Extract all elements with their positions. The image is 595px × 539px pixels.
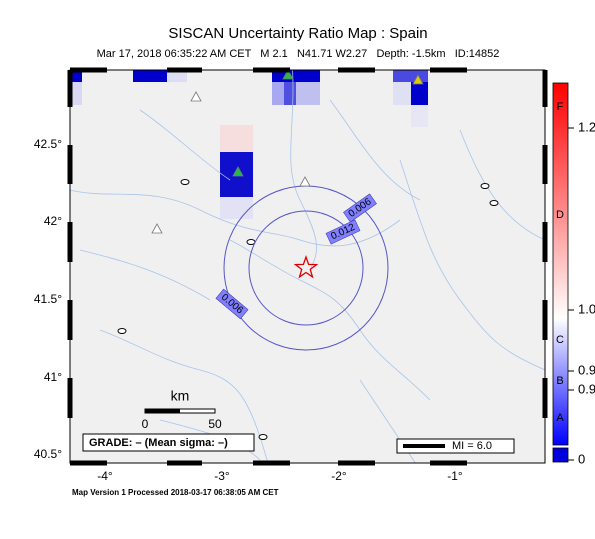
footer: Map Version 1 Processed 2018-03-17 06:38… [72, 488, 279, 497]
station [299, 176, 311, 187]
scale-label: 0 [142, 417, 149, 431]
station [232, 166, 244, 177]
lake [117, 328, 127, 334]
map-frame [69, 69, 546, 464]
contour [248, 210, 364, 326]
uncertainty-cell [272, 82, 284, 105]
frame-ticks [67, 67, 548, 466]
uncertainty-cell [70, 82, 82, 105]
colorbar-label: 0.9 [578, 381, 595, 396]
lat-label: 40.5° [34, 447, 62, 461]
legend-box [396, 438, 515, 454]
grade-letter: C [556, 334, 564, 346]
grade-letter: A [556, 412, 564, 424]
legend-text: MI = 6.0 [452, 440, 492, 452]
river [139, 99, 421, 201]
uncertainty-cell [284, 82, 296, 105]
contour-label-box [215, 288, 249, 320]
lon-label: -2° [331, 469, 347, 483]
lon-label: -3° [214, 469, 230, 483]
lake [489, 200, 499, 206]
lat-label: 42.5° [34, 137, 62, 151]
uncertainty-cell [393, 82, 411, 105]
grade-letter: B [556, 375, 563, 387]
uncertainty-cell [411, 82, 428, 105]
grade-box [82, 433, 255, 452]
grade-letter: D [556, 209, 564, 221]
grade-letter: F [557, 101, 564, 113]
lat-label: 41° [44, 370, 62, 384]
station [151, 223, 163, 234]
colorbar-ticks [568, 127, 574, 461]
colorbar [552, 82, 569, 446]
map-background [70, 70, 545, 463]
lat-label: 42° [44, 214, 62, 228]
uncertainty-cell [167, 70, 187, 82]
colorbar-label: 1.0 [578, 301, 595, 316]
lon-label: -1° [447, 469, 463, 483]
scale-bar-fill [145, 409, 180, 413]
uncertainty-cell [133, 70, 167, 82]
colorbar-label: 0 [578, 451, 585, 466]
river [229, 239, 431, 401]
contour-label-box [325, 219, 361, 245]
lake [180, 179, 190, 185]
uncertainty-cell [220, 197, 253, 219]
colorbar-label: 0.9 [578, 362, 595, 377]
colorbar-min [552, 447, 569, 463]
title: SISCAN Uncertainty Ratio Map : Spain [168, 25, 427, 42]
river [399, 159, 545, 371]
uncertainty-cell [393, 70, 428, 82]
colorbar-label: 1.2 [578, 119, 595, 134]
uncertainty-cell [70, 70, 82, 82]
uncertainty-cell [296, 82, 320, 105]
station [412, 74, 424, 85]
subtitle: Mar 17, 2018 06:35:22 AM CET M 2.1 N41.7… [97, 48, 500, 60]
grade-text: GRADE: – (Mean sigma: –) [89, 437, 228, 449]
station [282, 70, 294, 80]
uncertainty-cell [220, 125, 253, 152]
station [190, 91, 202, 102]
lake [258, 434, 268, 440]
river [79, 249, 416, 463]
scale-label: 50 [208, 417, 222, 431]
lat-label: 41.5° [34, 292, 62, 306]
river [99, 329, 269, 463]
lake [480, 183, 490, 189]
scale-bar: km 0 50 [142, 388, 222, 431]
uncertainty-cell [411, 105, 428, 127]
contour-label-box [343, 193, 377, 223]
epicenter [293, 255, 319, 279]
lon-label: -4° [97, 469, 113, 483]
river [70, 189, 401, 247]
lake [246, 239, 256, 245]
map-area [70, 70, 545, 463]
scale-unit: km [171, 388, 190, 404]
